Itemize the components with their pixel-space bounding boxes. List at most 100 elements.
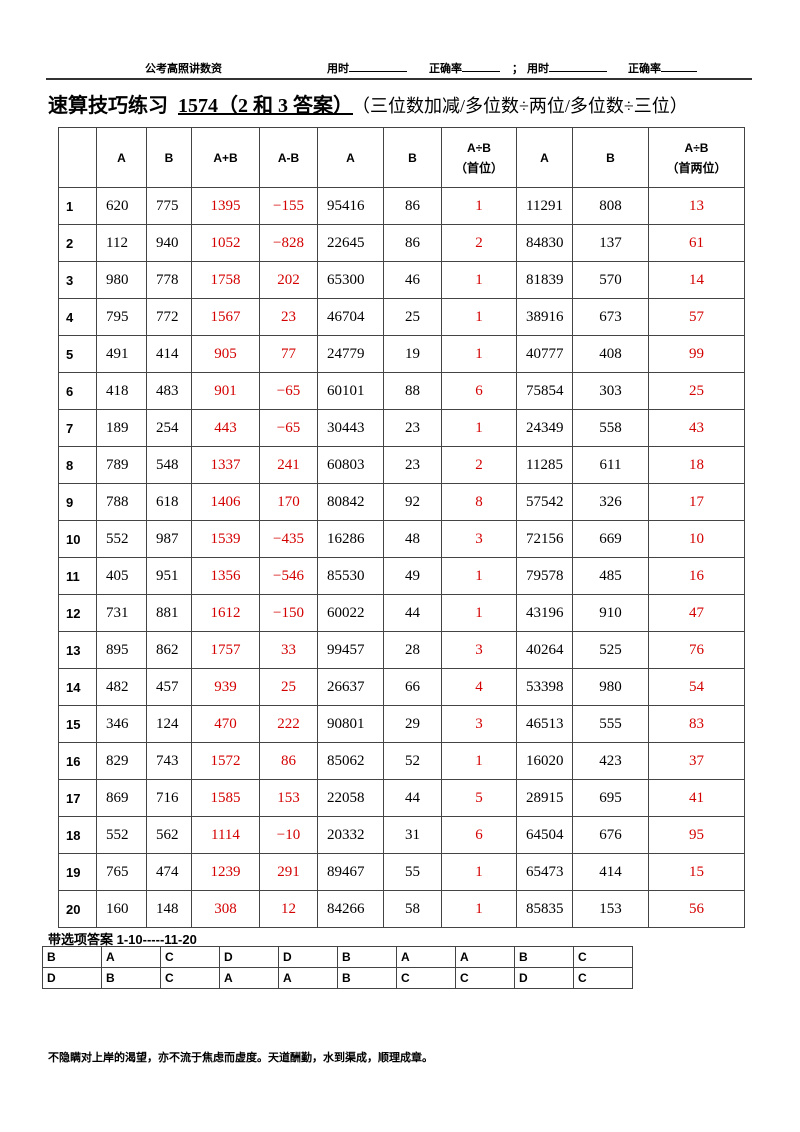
table-cell: 160 bbox=[96, 890, 147, 928]
answer-cell: −65 bbox=[259, 409, 318, 447]
table-cell: 548 bbox=[146, 446, 192, 484]
table-cell: 676 bbox=[572, 816, 649, 854]
table-cell: 716 bbox=[146, 779, 192, 817]
answer-cell: 6 bbox=[441, 816, 517, 854]
table-row: 13 895 862 1757 33 99457 28 3 40264 525 76 bbox=[58, 631, 745, 669]
row-number: 16 bbox=[58, 742, 97, 780]
option-cell: C bbox=[573, 946, 633, 968]
answer-cell: 1 bbox=[441, 335, 517, 373]
table-cell: 43196 bbox=[516, 594, 573, 632]
table-cell: 31 bbox=[383, 816, 442, 854]
table-row: 12 731 881 1612 −150 60022 44 1 43196 910 47 bbox=[58, 594, 745, 632]
accuracy-field-2: 正确率 bbox=[628, 60, 697, 76]
answer-cell: 47 bbox=[648, 594, 745, 632]
answer-cell: 61 bbox=[648, 224, 745, 262]
column-header: B bbox=[146, 127, 192, 188]
table-cell: 40777 bbox=[516, 335, 573, 373]
table-cell: 95416 bbox=[317, 187, 384, 225]
table-cell: 20332 bbox=[317, 816, 384, 854]
option-cell: D bbox=[514, 967, 574, 989]
answer-cell: 905 bbox=[191, 335, 260, 373]
answer-cell: 2 bbox=[441, 224, 517, 262]
table-row: 19 765 474 1239 291 89467 55 1 65473 414 15 bbox=[58, 853, 745, 891]
table-cell: 408 bbox=[572, 335, 649, 373]
answer-cell: 8 bbox=[441, 483, 517, 521]
answer-cell: 1572 bbox=[191, 742, 260, 780]
table-cell: 881 bbox=[146, 594, 192, 632]
table-cell: 46513 bbox=[516, 705, 573, 743]
table-cell: 75854 bbox=[516, 372, 573, 410]
table-cell: 418 bbox=[96, 372, 147, 410]
table-cell: 79578 bbox=[516, 557, 573, 595]
table-cell: 49 bbox=[383, 557, 442, 595]
answer-cell: 1052 bbox=[191, 224, 260, 262]
column-header bbox=[58, 127, 97, 188]
table-cell: 414 bbox=[146, 335, 192, 373]
answer-cell: 5 bbox=[441, 779, 517, 817]
row-number: 7 bbox=[58, 409, 97, 447]
table-cell: 16020 bbox=[516, 742, 573, 780]
time-label: 用时 bbox=[327, 63, 349, 75]
table-cell: 60803 bbox=[317, 446, 384, 484]
column-header: B bbox=[572, 127, 649, 188]
table-row: 4 795 772 1567 23 46704 25 1 38916 673 57 bbox=[58, 298, 745, 336]
table-row: 8 789 548 1337 241 60803 23 2 11285 611 18 bbox=[58, 446, 745, 484]
answer-cell: 443 bbox=[191, 409, 260, 447]
answer-cell: 308 bbox=[191, 890, 260, 928]
answer-cell: 1406 bbox=[191, 483, 260, 521]
answer-cell: −546 bbox=[259, 557, 318, 595]
table-cell: 620 bbox=[96, 187, 147, 225]
option-cell: B bbox=[42, 946, 102, 968]
title-number: 1574（2 和 3 答案） bbox=[178, 95, 353, 117]
answer-cell: 17 bbox=[648, 483, 745, 521]
answer-cell: 1 bbox=[441, 557, 517, 595]
table-cell: 414 bbox=[572, 853, 649, 891]
page-title: 速算技巧练习 1574（2 和 3 答案） （三位数加减/多位数÷两位/多位数÷三位… bbox=[48, 89, 688, 118]
table-cell: 28 bbox=[383, 631, 442, 669]
time-blank bbox=[549, 60, 607, 72]
answer-cell: 202 bbox=[259, 261, 318, 299]
option-cell: C bbox=[455, 967, 515, 989]
answer-cell: 1337 bbox=[191, 446, 260, 484]
table-cell: 951 bbox=[146, 557, 192, 595]
table-row: 14 482 457 939 25 26637 66 4 53398 980 54 bbox=[58, 668, 745, 706]
table-cell: 137 bbox=[572, 224, 649, 262]
option-cell: B bbox=[337, 967, 397, 989]
table-cell: 60101 bbox=[317, 372, 384, 410]
table-cell: 52 bbox=[383, 742, 442, 780]
table-cell: 44 bbox=[383, 779, 442, 817]
table-cell: 558 bbox=[572, 409, 649, 447]
answer-cell: 83 bbox=[648, 705, 745, 743]
table-cell: 491 bbox=[96, 335, 147, 373]
table-cell: 474 bbox=[146, 853, 192, 891]
table-cell: 346 bbox=[96, 705, 147, 743]
table-cell: 153 bbox=[572, 890, 649, 928]
table-cell: 673 bbox=[572, 298, 649, 336]
title-subtitle: （三位数加减/多位数÷两位/多位数÷三位） bbox=[361, 96, 688, 116]
table-row: 7 189 254 443 −65 30443 23 1 24349 558 43 bbox=[58, 409, 745, 447]
option-cell: C bbox=[396, 967, 456, 989]
table-cell: 24349 bbox=[516, 409, 573, 447]
table-cell: 775 bbox=[146, 187, 192, 225]
table-header-row: A B A+B A-B A B A÷B （首位） A B A÷B （首两位） bbox=[58, 127, 745, 188]
accuracy-label: 正确率 bbox=[628, 63, 661, 75]
answer-cell: 23 bbox=[259, 298, 318, 336]
option-cell: D bbox=[42, 967, 102, 989]
column-header: A÷B （首两位） bbox=[648, 127, 745, 188]
answer-cell: 99 bbox=[648, 335, 745, 373]
answer-cell: 13 bbox=[648, 187, 745, 225]
table-cell: 11285 bbox=[516, 446, 573, 484]
table-cell: 772 bbox=[146, 298, 192, 336]
table-cell: 895 bbox=[96, 631, 147, 669]
row-number: 8 bbox=[58, 446, 97, 484]
answer-cell: 1 bbox=[441, 298, 517, 336]
brand-label: 公考高照讲数资 bbox=[145, 63, 222, 75]
table-cell: 254 bbox=[146, 409, 192, 447]
table-cell: 22058 bbox=[317, 779, 384, 817]
table-cell: 795 bbox=[96, 298, 147, 336]
answer-cell: 1 bbox=[441, 594, 517, 632]
answer-cell: 95 bbox=[648, 816, 745, 854]
table-cell: 940 bbox=[146, 224, 192, 262]
